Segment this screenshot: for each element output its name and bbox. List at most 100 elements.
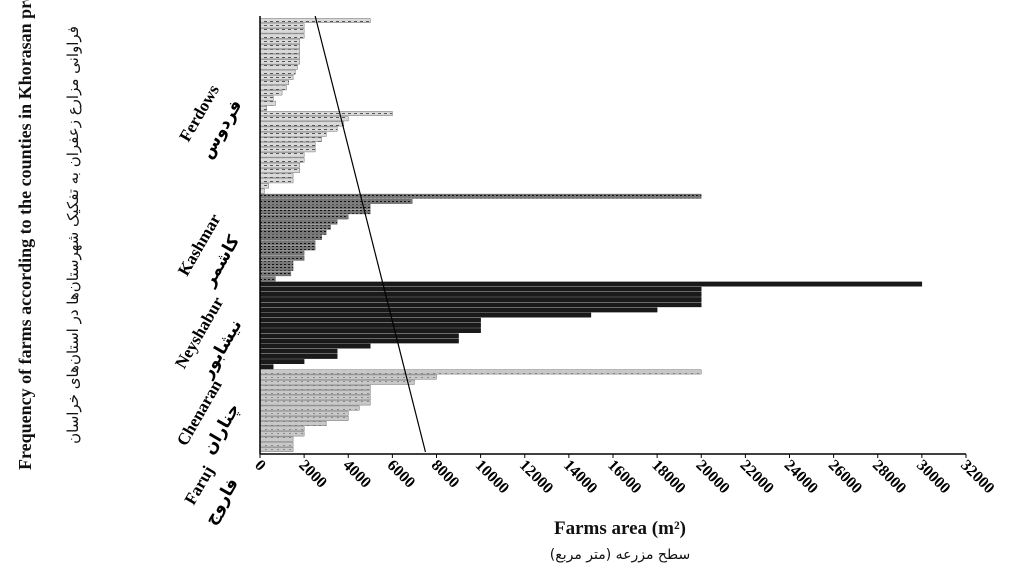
bar-ferdows-8 <box>259 59 300 65</box>
x-ticks-group: 0 2000 4000 6000 8000 10000 12000 14000 16000 180… <box>251 454 997 497</box>
bar-neyshabur-3 <box>259 297 702 302</box>
bar-ferdows-5 <box>259 44 300 49</box>
bar-kashmar-0 <box>259 193 702 199</box>
bar-kashmar-10 <box>259 245 316 251</box>
bar-chenaran-6 <box>259 400 371 406</box>
bar-ferdows-25 <box>259 147 316 153</box>
bar-ferdows-14 <box>259 90 283 96</box>
bar-ferdows-15 <box>259 95 274 101</box>
bar-ferdows-32 <box>259 183 270 189</box>
bar-ferdows-9 <box>259 64 298 70</box>
x-tick-label-22000: 22000 <box>737 457 777 497</box>
bar-chenaran-11 <box>259 426 305 432</box>
x-axis-title-persian: سطح مزرعه (متر مربع) <box>549 547 691 563</box>
x-tick-label-10000: 10000 <box>472 457 512 497</box>
bar-kashmar-9 <box>259 240 316 246</box>
bar-kashmar-7 <box>259 230 327 235</box>
bar-neyshabur-8 <box>259 323 481 328</box>
x-tick-label-18000: 18000 <box>648 457 688 497</box>
bar-neyshabur-0 <box>259 281 923 287</box>
bar-ferdows-17 <box>259 106 267 111</box>
bar-faruj-0 <box>259 441 294 447</box>
bar-ferdows-1 <box>259 23 305 29</box>
bar-ferdows-7 <box>259 54 300 60</box>
bar-ferdows-22 <box>259 131 327 137</box>
bar-chenaran-13 <box>259 436 294 442</box>
bar-kashmar-1 <box>259 199 413 204</box>
x-tick-label-32000: 32000 <box>957 457 997 497</box>
trend-line <box>314 15 427 453</box>
x-tick-label-8000: 8000 <box>428 457 463 492</box>
bar-kashmar-15 <box>259 271 292 277</box>
bar-faruj-1 <box>259 447 294 452</box>
bar-kashmar-8 <box>259 235 322 240</box>
bar-ferdows-16 <box>259 100 276 106</box>
bar-chenaran-2 <box>259 379 415 385</box>
bar-chenaran-7 <box>259 405 360 411</box>
bar-neyshabur-9 <box>259 328 481 333</box>
bar-ferdows-20 <box>259 121 345 127</box>
y-axis-title: Frequency of farms according to the coun… <box>15 0 35 470</box>
x-tick-label-4000: 4000 <box>339 457 374 492</box>
bar-kashmar-14 <box>259 266 294 271</box>
bar-ferdows-30 <box>259 173 294 178</box>
bar-neyshabur-1 <box>259 286 702 292</box>
bar-neyshabur-6 <box>259 312 592 318</box>
x-tick-label-14000: 14000 <box>560 457 600 497</box>
bar-neyshabur-14 <box>259 354 338 359</box>
bar-chenaran-12 <box>259 431 305 437</box>
bar-kashmar-3 <box>259 209 371 215</box>
bar-neyshabur-4 <box>259 302 702 308</box>
bar-neyshabur-13 <box>259 348 338 354</box>
x-tick-label-26000: 26000 <box>825 457 865 497</box>
bar-chenaran-8 <box>259 410 349 416</box>
x-tick-label-30000: 30000 <box>913 457 953 497</box>
bar-ferdows-3 <box>259 33 305 39</box>
bar-ferdows-6 <box>259 49 300 54</box>
bar-ferdows-18 <box>259 111 393 116</box>
bar-ferdows-24 <box>259 142 316 147</box>
bar-neyshabur-2 <box>259 292 702 297</box>
bar-chenaran-5 <box>259 395 371 401</box>
x-tick-label-6000: 6000 <box>384 457 419 492</box>
bar-ferdows-0 <box>259 18 371 23</box>
bar-ferdows-21 <box>259 126 338 132</box>
bar-kashmar-6 <box>259 224 331 230</box>
bars-group <box>259 18 923 452</box>
bar-neyshabur-16 <box>259 364 274 370</box>
y-axis-title-persian: فراوانی مزارع زعفران به تفکیک شهرستان‌ها… <box>64 26 82 444</box>
bar-ferdows-23 <box>259 137 322 142</box>
bar-chenaran-4 <box>259 390 371 395</box>
bar-kashmar-2 <box>259 204 371 209</box>
bar-chenaran-10 <box>259 421 327 426</box>
bar-neyshabur-11 <box>259 338 459 344</box>
bar-ferdows-12 <box>259 80 289 85</box>
bar-kashmar-16 <box>259 276 276 282</box>
bar-kashmar-5 <box>259 219 338 225</box>
bar-kashmar-13 <box>259 261 294 266</box>
bar-ferdows-31 <box>259 178 294 184</box>
x-tick-label-28000: 28000 <box>869 457 909 497</box>
bar-kashmar-4 <box>259 214 349 220</box>
bar-ferdows-2 <box>259 28 305 34</box>
x-tick-label-24000: 24000 <box>781 457 821 497</box>
bar-kashmar-11 <box>259 250 305 256</box>
bar-neyshabur-10 <box>259 333 459 339</box>
x-tick-label-12000: 12000 <box>516 457 556 497</box>
x-axis-title: Farms area (m²) <box>554 518 686 539</box>
bar-ferdows-27 <box>259 157 305 163</box>
bar-chenaran-0 <box>259 369 702 375</box>
bar-ferdows-26 <box>259 152 305 158</box>
bar-ferdows-11 <box>259 75 294 80</box>
bar-neyshabur-15 <box>259 359 305 364</box>
x-tick-label-0: 0 <box>251 457 269 475</box>
bar-chenaran-1 <box>259 374 437 380</box>
bar-neyshabur-7 <box>259 317 481 323</box>
bar-ferdows-13 <box>259 85 287 91</box>
x-tick-label-16000: 16000 <box>604 457 644 497</box>
bar-chenaran-3 <box>259 385 371 390</box>
x-tick-label-20000: 20000 <box>692 457 732 497</box>
bar-neyshabur-5 <box>259 307 658 313</box>
bar-ferdows-4 <box>259 38 300 44</box>
